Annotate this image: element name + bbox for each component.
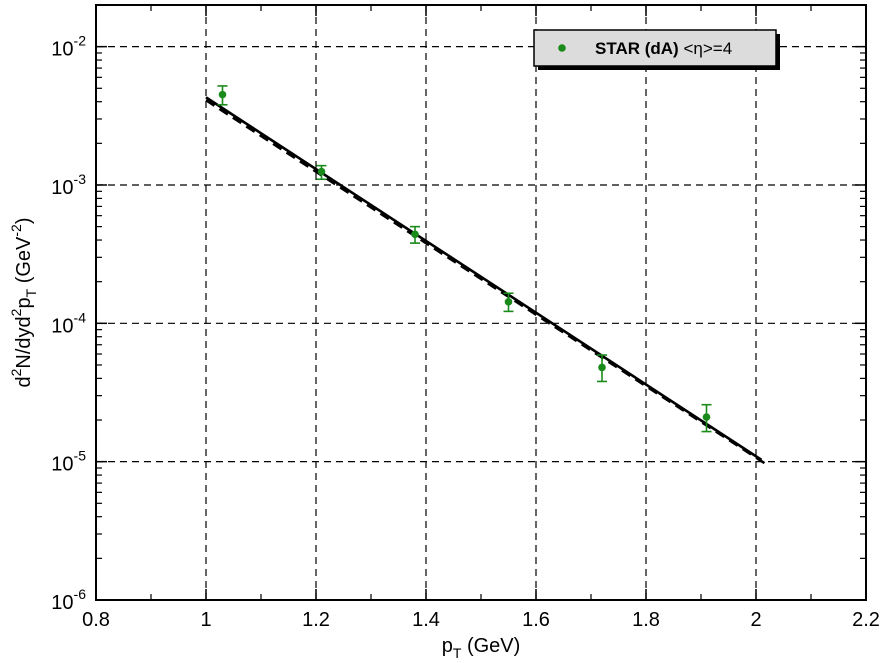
point-marker (411, 230, 419, 239)
y-tick-label: 10-6 (51, 586, 86, 614)
data-point (597, 354, 607, 383)
x-tick-label: 0.8 (82, 609, 110, 631)
point-marker (598, 363, 606, 372)
x-tick-label: 2 (750, 609, 761, 631)
data-layer (205, 85, 768, 466)
data-point (701, 403, 712, 433)
x-tick-label: 2.2 (852, 609, 880, 631)
x-tick-label: 1.8 (632, 609, 660, 631)
data-point (410, 225, 420, 244)
legend: STAR (dA) <η>=4 (533, 29, 780, 70)
data-point (503, 292, 514, 313)
x-tick-label: 1.2 (302, 609, 330, 631)
tick-labels: 0.8 1 1.2 1.4 1.6 1.8 2 2.2 10-6 10-5 10-4 10-3 10-2 (51, 33, 880, 631)
legend-box (533, 29, 777, 67)
y-axis-label: d2N/dyd2pT (GeV-2) (8, 217, 39, 387)
y-tick-label: 10-2 (51, 33, 86, 61)
data-point (316, 164, 327, 181)
ticks (95, 5, 867, 601)
y-tick-label: 10-4 (51, 309, 86, 337)
x-tick-label: 1 (200, 609, 211, 631)
point-marker (504, 298, 513, 306)
x-tick-label: 1.4 (412, 609, 440, 631)
point-marker (702, 413, 711, 421)
point-marker (218, 90, 227, 99)
data-point (217, 85, 228, 106)
point-marker (317, 167, 326, 176)
y-tick-label: 10-3 (51, 171, 86, 199)
x-axis-label: pT (GeV) (442, 635, 521, 661)
y-tick-label: 10-5 (51, 448, 86, 476)
x-tick-label: 1.6 (522, 609, 550, 631)
legend-marker (558, 44, 566, 52)
legend-label: STAR (dA) <η>=4 (595, 39, 732, 58)
